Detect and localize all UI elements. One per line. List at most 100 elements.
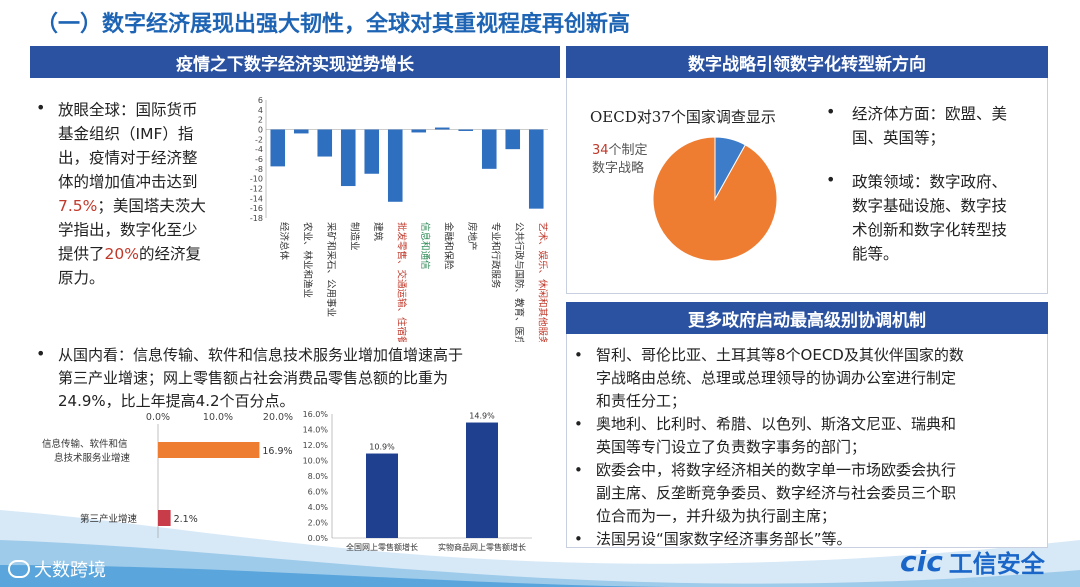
bullet-dot: •: [826, 102, 836, 121]
x-tick-label: 专业和行政服务: [489, 222, 501, 289]
pie-slice: [714, 136, 746, 201]
global-line-5: ；美国塔夫茨大: [97, 197, 206, 215]
x-tick-label: 建筑: [372, 222, 384, 242]
global-line-4: 体的增加值冲击达到: [58, 173, 198, 191]
strategy-text-2: 数字战略: [592, 161, 645, 176]
bullet-dot: •: [36, 98, 46, 117]
y-tick-label: 4: [258, 106, 263, 115]
pie-annotation: 34个制定 数字战略: [592, 142, 648, 178]
domestic-line-3: 24.9%，比上年提高4.2个百分点。: [58, 392, 295, 410]
list-item-line: 和责任分工；: [596, 392, 687, 410]
x-tick-label: 公共行政与国防、教育、医疗: [513, 222, 525, 342]
x-tick-label: 批发零售、交通运输、住宿餐饮（-14.7%）: [395, 222, 407, 342]
policy-line-2: 数字基础设施、数字技: [852, 197, 1008, 215]
bullet-dot: •: [36, 344, 46, 363]
left-section-header: 疫情之下数字经济实现逆势增长: [30, 46, 560, 78]
data-label: 10.9%: [369, 443, 395, 452]
bar: [528, 129, 544, 209]
decorative-wave: [0, 510, 1080, 587]
strategy-count: 34: [592, 143, 609, 158]
x-tick-label: 金融和保险: [442, 222, 454, 270]
right-bottom-header: 更多政府启动最高级别协调机制: [566, 302, 1048, 334]
x-tick-label: 实物商品网上零售额增长: [438, 542, 526, 552]
list-item: • 奥地利、比利时、希腊、以色列、斯洛文尼亚、瑞典和 英国等专门设立了负责数字事…: [574, 413, 1044, 459]
y-tick-label: 16.0%: [303, 410, 329, 419]
data-label: 2.1%: [174, 514, 198, 525]
coordination-list: • 智利、哥伦比亚、土耳其等8个OECD及其伙伴国家的数 字战略由总统、总理或总…: [574, 344, 1044, 551]
y-tick-label: 6.0%: [308, 488, 329, 497]
right-bottom-panel: [566, 302, 1048, 548]
y-tick-label: -18: [250, 214, 263, 223]
digital-resilience-value: 20%: [104, 245, 139, 263]
brand-right-text: 工信安全: [948, 550, 1045, 578]
y-tick-label: -6: [255, 155, 263, 164]
data-label: 16.9%: [262, 446, 292, 457]
brand-logo-icon: [8, 560, 30, 578]
category-label: 息技术服务业增速: [54, 452, 131, 464]
oecd-strategy-pie: [652, 136, 778, 262]
right-top-header: 数字战略引领数字化转型新方向: [566, 46, 1048, 78]
y-tick-label: 12.0%: [303, 441, 329, 450]
bar: [366, 453, 398, 538]
global-line-3: 出，疫情对于经济整: [58, 149, 198, 167]
imf-impact-value: 7.5%: [58, 197, 98, 215]
y-tick-label: -12: [250, 185, 263, 194]
y-tick-label: 0.0%: [308, 534, 329, 543]
list-item-line: 位合而为一，并升级为执行副主席；: [596, 507, 837, 525]
data-label: 14.9%: [469, 412, 495, 421]
x-tick-label: 农业、林业和渔业: [301, 222, 313, 298]
bar: [434, 127, 450, 130]
policy-line-3: 术创新和数字化转型技: [852, 221, 1008, 239]
x-tick-label: 20.0%: [263, 412, 293, 423]
right-top-panel: [566, 46, 1048, 294]
industry-impact-chart: 6420-2-4-6-8-10-12-14-16-18 经济总体 农业、林业和渔业采…: [250, 96, 548, 342]
y-tick-label: 2.0%: [308, 519, 329, 528]
x-tick-label: 采矿和采石、公用事业: [325, 222, 337, 317]
bar: [387, 129, 403, 202]
y-tick-label: -14: [250, 194, 263, 203]
list-item-line: 奥地利、比利时、希腊、以色列、斯洛文尼亚、瑞典和: [596, 415, 957, 433]
page-title: （一）数字经济展现出强大韧性，全球对其重视程度再创新高: [36, 12, 631, 37]
global-line-2: 基金组织（IMF）指: [58, 125, 194, 143]
y-tick-label: 8.0%: [308, 472, 329, 481]
x-tick-label: 信息和通信: [419, 222, 431, 270]
bar: [466, 422, 498, 538]
bar: [158, 442, 260, 458]
list-item-line: 字战略由总统、总理或总理领导的协调办公室进行制定: [596, 369, 957, 387]
bar: [317, 129, 333, 157]
bar: [364, 129, 380, 174]
policy-bullet: 政策领域：数字政府、 数字基础设施、数字技 术创新和数字化转型技 能等。: [852, 170, 1042, 266]
oecd-survey-caption: OECD对37个国家调查显示: [590, 108, 776, 126]
bar: [340, 129, 356, 187]
policy-line-1: 政策领域：数字政府、: [852, 173, 1008, 191]
y-tick-label: -4: [255, 145, 263, 154]
global-line-8: 原力。: [58, 269, 105, 287]
economies-bullet: 经济体方面：欧盟、美 国、英国等；: [852, 102, 1042, 150]
y-tick-label: 10.0%: [303, 457, 329, 466]
x-tick-label: 制造业: [348, 222, 360, 251]
y-tick-label: -10: [250, 175, 263, 184]
global-line-6: 学指出，数字化至少: [58, 221, 198, 239]
online-retail-chart: 16.0% 14.0% 12.0% 10.0% 8.0% 6.0% 4.0% 2.0% 0.0%…: [303, 410, 532, 552]
x-tick-label: 艺术、娱乐、休闲和其他服务（-16.1%）: [536, 222, 548, 342]
y-tick-label: 0: [258, 126, 263, 135]
y-tick-label: 6: [258, 96, 263, 105]
y-tick-label: 2: [258, 116, 263, 125]
x-tick-label: 10.0%: [203, 412, 233, 423]
economies-line-1: 经济体方面：欧盟、美: [852, 105, 1008, 123]
bar: [293, 129, 309, 134]
global-paragraph: 放眼全球：国际货币 基金组织（IMF）指 出，疫情对于经济整 体的增加值冲击达到…: [58, 98, 248, 290]
global-line-1: 放眼全球：国际货币: [58, 101, 198, 119]
y-tick-label: -2: [255, 135, 263, 144]
category-label: 第三产业增速: [80, 513, 138, 525]
y-tick-label: 14.0%: [303, 426, 329, 435]
list-item-line: 智利、哥伦比亚、土耳其等8个OECD及其伙伴国家的数: [596, 346, 964, 364]
x-tick-label: 房地产: [466, 222, 478, 251]
cic-logo-icon: cic: [900, 545, 943, 578]
y-tick-label: -8: [255, 165, 263, 174]
strategy-text-1: 个制定: [608, 143, 648, 158]
list-item-line: 欧委会中，将数字经济相关的数字单一市场欧委会执行: [596, 461, 957, 479]
brand-left-text: 大数跨境: [34, 560, 106, 581]
bar: [481, 129, 497, 169]
